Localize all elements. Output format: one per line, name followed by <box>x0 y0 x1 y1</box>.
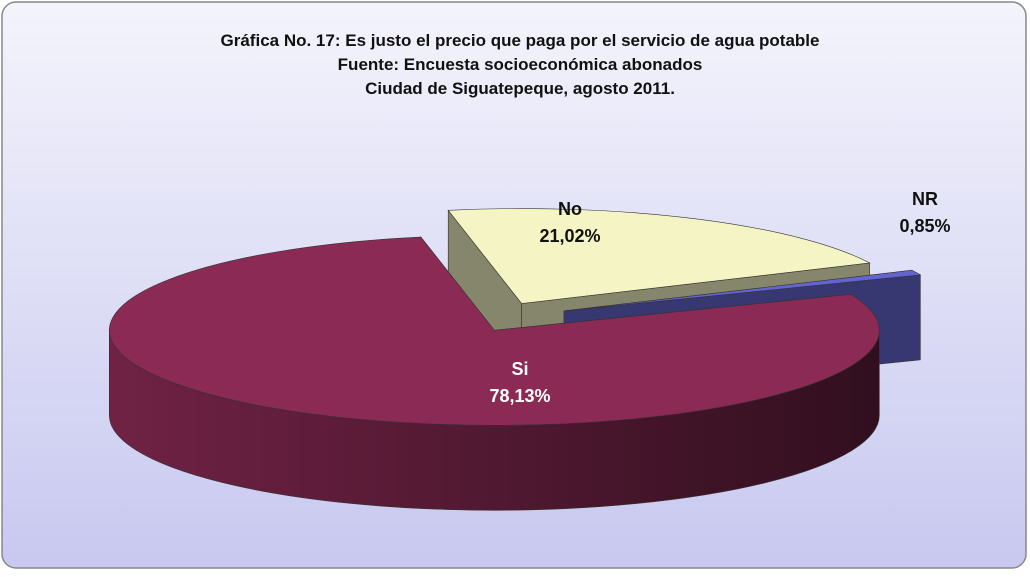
slice <box>564 269 922 312</box>
slice-label: Si <box>511 359 528 379</box>
value-label: 21,02% <box>539 226 600 246</box>
slice-label: NR <box>912 189 938 209</box>
value-label: 0,85% <box>899 216 950 236</box>
chart-title: Gráfica No. 17: Es justo el precio que p… <box>221 31 820 50</box>
slice-label: No <box>558 199 582 219</box>
value-label: 78,13% <box>489 386 550 406</box>
chart-subtitle: Fuente: Encuesta socioeconómica abonados <box>338 55 703 74</box>
chart-subtitle: Ciudad de Siguatepeque, agosto 2011. <box>365 79 675 98</box>
slice <box>109 236 880 426</box>
slice <box>447 208 871 304</box>
